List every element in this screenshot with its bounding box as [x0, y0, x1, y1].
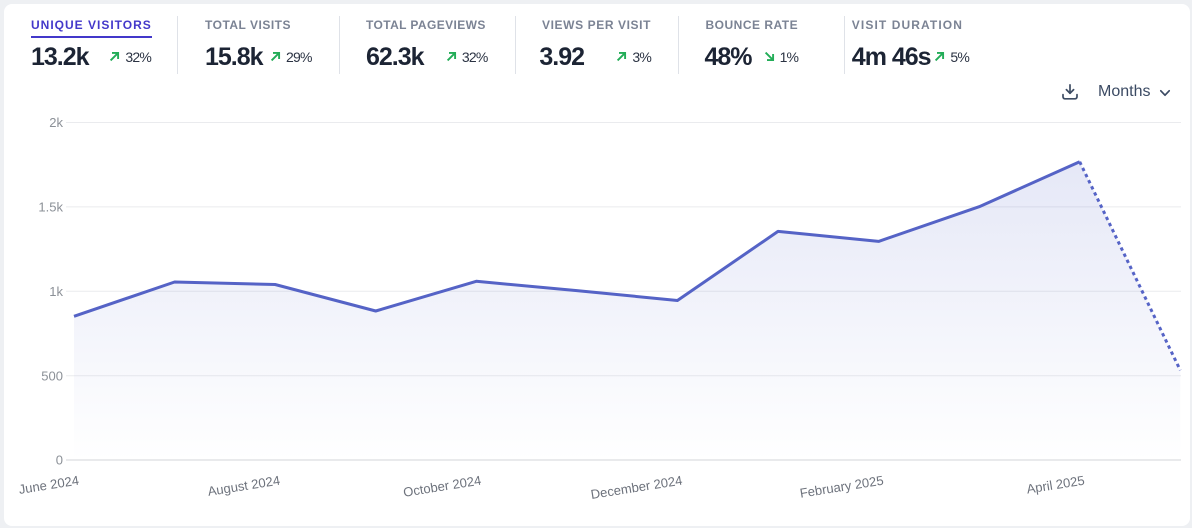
svg-text:October 2024: October 2024 — [402, 473, 482, 500]
svg-text:April 2025: April 2025 — [1025, 473, 1085, 497]
svg-text:December 2024: December 2024 — [590, 473, 684, 502]
svg-text:500: 500 — [41, 368, 63, 383]
svg-text:1.5k: 1.5k — [38, 200, 63, 215]
svg-text:2k: 2k — [49, 115, 63, 130]
svg-text:0: 0 — [56, 453, 63, 468]
svg-text:June 2024: June 2024 — [18, 473, 80, 497]
svg-text:August 2024: August 2024 — [207, 473, 281, 499]
svg-text:February 2025: February 2025 — [799, 473, 885, 501]
svg-text:1k: 1k — [49, 284, 63, 299]
